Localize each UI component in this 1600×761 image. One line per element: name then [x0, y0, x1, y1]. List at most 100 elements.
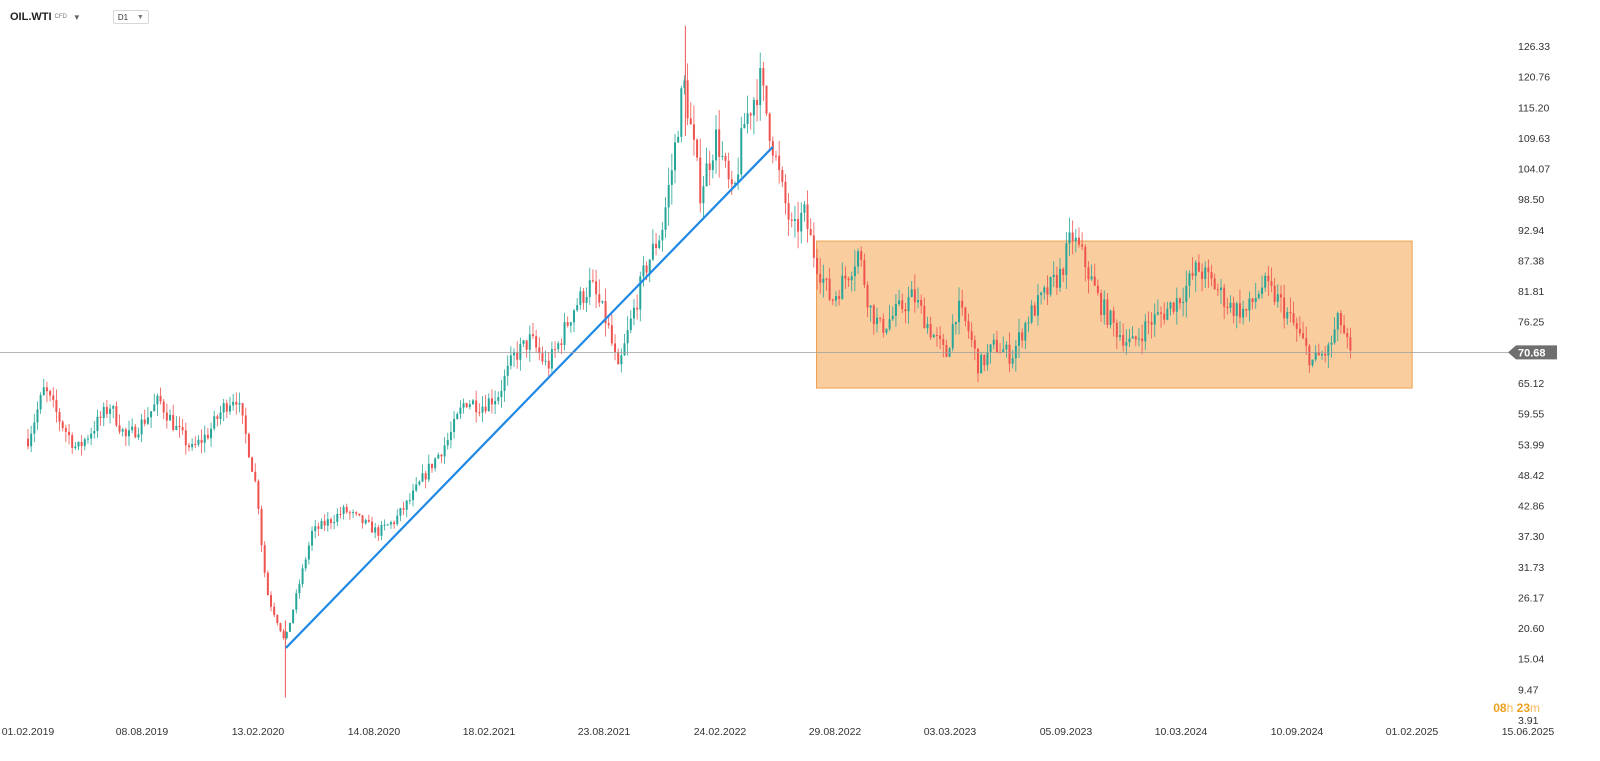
- candle: [790, 212, 793, 228]
- candle: [1065, 231, 1068, 289]
- candle: [443, 437, 446, 464]
- candle: [1289, 297, 1292, 323]
- candle: [1103, 290, 1106, 325]
- candle: [36, 401, 39, 430]
- candle: [83, 437, 86, 451]
- y-tick-label: 9.47: [1518, 684, 1539, 696]
- candle: [421, 464, 424, 483]
- candle: [260, 505, 263, 553]
- candle: [1030, 300, 1033, 325]
- candle: [573, 308, 576, 333]
- symbol-name[interactable]: OIL.WTI: [10, 11, 52, 23]
- candle: [1302, 321, 1305, 340]
- candle: [58, 408, 61, 432]
- candle: [872, 303, 875, 335]
- candle: [191, 438, 194, 451]
- candle: [465, 402, 468, 409]
- y-tick-label: 31.73: [1518, 562, 1544, 574]
- candle: [396, 509, 399, 526]
- candle: [774, 150, 777, 161]
- candle: [1292, 301, 1295, 326]
- candle: [762, 61, 765, 101]
- y-tick-label: 87.38: [1518, 255, 1544, 267]
- candle: [525, 340, 528, 358]
- x-tick-label: 01.02.2019: [2, 726, 55, 738]
- candle: [1137, 328, 1140, 347]
- y-tick-label: 26.17: [1518, 592, 1544, 604]
- candle: [475, 390, 478, 423]
- candle: [560, 338, 563, 354]
- candle: [68, 424, 71, 445]
- candle: [636, 294, 639, 320]
- candle: [661, 222, 664, 252]
- candle: [967, 313, 970, 339]
- candle: [1141, 324, 1144, 355]
- candle: [39, 392, 42, 414]
- chart-toolbar: OIL.WTI CFD ▼ D1 ▼: [10, 8, 149, 26]
- candle: [917, 287, 920, 309]
- candle: [866, 281, 869, 318]
- candle: [96, 409, 99, 439]
- candle: [137, 427, 140, 440]
- candle: [702, 175, 705, 220]
- candle: [339, 506, 342, 519]
- candle: [1109, 309, 1112, 329]
- candle: [42, 378, 45, 396]
- candle: [162, 398, 165, 420]
- candle: [746, 95, 749, 134]
- candle: [1327, 342, 1330, 368]
- candle: [124, 427, 127, 447]
- candle: [165, 403, 168, 429]
- candle: [61, 420, 64, 432]
- symbol-dropdown-icon[interactable]: ▼: [72, 12, 81, 22]
- candle: [449, 421, 452, 449]
- candle: [1311, 359, 1314, 368]
- candle: [1254, 282, 1257, 309]
- candle: [55, 389, 58, 423]
- candle: [348, 510, 351, 520]
- candle: [52, 387, 55, 408]
- candle: [383, 519, 386, 531]
- candle: [1027, 316, 1030, 333]
- candle: [468, 400, 471, 410]
- candle: [869, 305, 872, 322]
- candle: [759, 52, 762, 121]
- countdown-hours: 08: [1493, 701, 1507, 715]
- candle: [355, 511, 358, 517]
- candle: [800, 202, 803, 244]
- candle: [1261, 275, 1264, 299]
- candle: [689, 102, 692, 125]
- candle: [793, 205, 796, 238]
- candle: [705, 147, 708, 187]
- candle: [33, 413, 36, 443]
- candle: [446, 432, 449, 450]
- uptrend-line[interactable]: [285, 146, 774, 649]
- candle: [1122, 323, 1125, 352]
- candle: [206, 427, 209, 440]
- candle: [632, 299, 635, 326]
- candle: [557, 341, 560, 353]
- candle: [708, 150, 711, 186]
- candle: [187, 442, 190, 452]
- candle: [1330, 335, 1333, 358]
- x-tick-label: 14.08.2020: [348, 726, 401, 738]
- candle: [402, 501, 405, 516]
- candle: [159, 387, 162, 405]
- candle: [64, 424, 67, 443]
- candle: [1270, 267, 1273, 293]
- candle: [651, 229, 654, 262]
- candle: [680, 85, 683, 143]
- candle: [894, 293, 897, 327]
- candle: [437, 452, 440, 460]
- candle: [210, 422, 213, 447]
- timeframe-select[interactable]: D1 ▼: [112, 10, 149, 24]
- candle: [831, 298, 834, 306]
- candle: [1077, 227, 1080, 248]
- candle: [178, 416, 181, 438]
- candle: [49, 389, 52, 402]
- candle: [175, 416, 178, 431]
- candle: [1046, 275, 1049, 306]
- candle: [797, 201, 800, 249]
- y-tick-label: 120.76: [1518, 72, 1550, 84]
